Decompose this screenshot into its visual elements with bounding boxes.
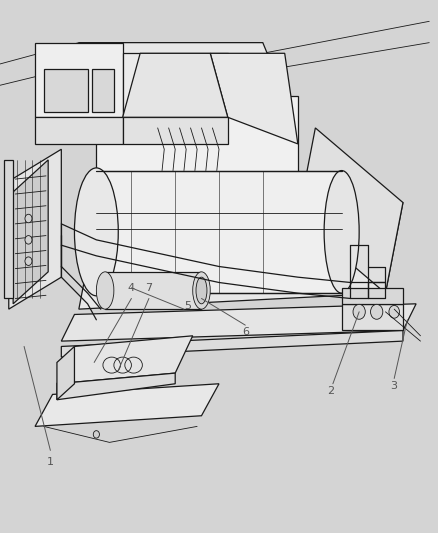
Text: 5: 5 xyxy=(184,302,191,311)
Ellipse shape xyxy=(196,277,207,304)
Polygon shape xyxy=(123,53,228,117)
Polygon shape xyxy=(342,288,403,304)
Circle shape xyxy=(25,257,32,265)
Polygon shape xyxy=(35,384,219,426)
Ellipse shape xyxy=(193,272,210,309)
Polygon shape xyxy=(4,160,13,298)
Polygon shape xyxy=(44,69,88,112)
Circle shape xyxy=(25,214,32,223)
Polygon shape xyxy=(79,203,403,309)
Circle shape xyxy=(389,305,399,318)
Text: 1: 1 xyxy=(47,457,54,467)
Polygon shape xyxy=(96,96,298,219)
Text: 3: 3 xyxy=(390,381,397,391)
Polygon shape xyxy=(57,336,193,384)
Polygon shape xyxy=(61,304,416,341)
Ellipse shape xyxy=(96,272,114,309)
Polygon shape xyxy=(123,117,228,144)
Polygon shape xyxy=(61,330,403,357)
Circle shape xyxy=(25,236,32,244)
Polygon shape xyxy=(57,373,175,400)
Polygon shape xyxy=(210,53,298,144)
Polygon shape xyxy=(35,117,123,144)
Ellipse shape xyxy=(74,168,118,296)
Polygon shape xyxy=(79,43,285,96)
Polygon shape xyxy=(123,53,228,117)
Text: 6: 6 xyxy=(242,327,249,337)
Polygon shape xyxy=(96,171,342,293)
Polygon shape xyxy=(35,43,123,117)
Polygon shape xyxy=(342,304,403,330)
Polygon shape xyxy=(105,272,201,309)
Polygon shape xyxy=(13,160,48,304)
Polygon shape xyxy=(57,346,74,400)
Polygon shape xyxy=(92,69,114,112)
Text: 2: 2 xyxy=(327,386,334,397)
Polygon shape xyxy=(9,149,61,309)
Text: 7: 7 xyxy=(145,283,152,293)
Polygon shape xyxy=(298,128,403,293)
Circle shape xyxy=(353,304,365,319)
Text: 4: 4 xyxy=(128,283,135,293)
Circle shape xyxy=(93,431,99,438)
Ellipse shape xyxy=(324,171,359,293)
Circle shape xyxy=(371,304,383,319)
